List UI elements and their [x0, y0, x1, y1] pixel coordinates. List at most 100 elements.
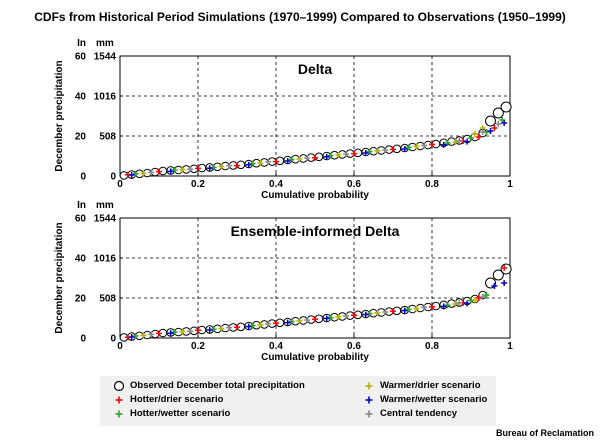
- scenario-point-hotter-wetter: [405, 144, 412, 151]
- y-tick-label-in: 20: [75, 294, 87, 305]
- scenario-point-warmer-drier: [335, 152, 342, 158]
- scenario-point-hotter-drier: [429, 141, 435, 148]
- y-tick-label-in: 20: [75, 132, 87, 143]
- scenario-point-central: [456, 137, 463, 144]
- scenario-point-warmer-drier: [179, 328, 186, 335]
- scenario-point-hotter-drier: [390, 146, 396, 153]
- scenario-point-warmer-drier: [374, 147, 381, 154]
- credit: Bureau of Reclamation: [495, 428, 594, 438]
- scenario-point-hotter-drier: [429, 303, 435, 310]
- y-unit-mm: mm: [96, 38, 114, 49]
- observed-point: [353, 148, 363, 158]
- legend-label: Hotter/wetter scenario: [130, 408, 231, 419]
- scenario-point-warmer-drier: [257, 321, 264, 328]
- legend-label: Warmer/wetter scenario: [380, 394, 488, 405]
- scenario-point-hotter-wetter: [405, 306, 412, 313]
- scenario-point-warmer-wetter: [284, 319, 291, 326]
- scenario-point-hotter-wetter: [444, 302, 451, 309]
- observed-point: [485, 115, 496, 127]
- scenario-point-central: [226, 162, 233, 169]
- scenario-point-hotter-drier: [156, 330, 162, 337]
- x-tick-label: 0: [117, 179, 123, 190]
- y-tick-label-mm: 1016: [94, 92, 117, 103]
- scenario-point-hotter-drier: [390, 308, 396, 315]
- observed-point: [492, 107, 504, 119]
- scenario-point-hotter-drier: [475, 295, 482, 301]
- scenario-point-warmer-wetter: [440, 303, 447, 310]
- scenario-point-hotter-wetter: [288, 156, 295, 163]
- scenario-point-warmer-wetter: [167, 168, 174, 175]
- scenario-point-central: [265, 320, 272, 327]
- y-axis-label: December precipitation: [54, 60, 65, 171]
- scenario-point-warmer-wetter: [464, 138, 471, 145]
- panel-title: Delta: [298, 61, 332, 77]
- scenario-point-warmer-drier: [257, 160, 264, 166]
- scenario-point-warmer-drier: [179, 166, 186, 173]
- scenario-point-central: [343, 151, 350, 157]
- scenario-point-central: [382, 147, 389, 153]
- x-tick-label: 0.2: [191, 179, 205, 190]
- scenario-point-warmer-wetter: [401, 146, 408, 152]
- x-tick-label: 0.4: [269, 179, 283, 190]
- scenario-point-central: [343, 313, 350, 319]
- x-tick-label: 0.6: [347, 179, 361, 190]
- scenario-point-hotter-wetter: [132, 333, 139, 339]
- scenario-point-central: [304, 155, 311, 161]
- scenario-point-warmer-drier: [413, 143, 420, 150]
- scenario-point-warmer-drier: [413, 305, 420, 312]
- observed-point: [314, 152, 324, 162]
- scenario-point-central: [148, 169, 155, 176]
- scenario-point-central: [421, 304, 428, 311]
- y-tick-label-in: 0: [80, 172, 86, 183]
- scenario-point-hotter-drier: [195, 327, 201, 334]
- scenario-point-hotter-wetter: [210, 326, 217, 333]
- scenario-point-hotter-drier: [501, 265, 508, 271]
- x-tick-label: 1: [507, 341, 513, 352]
- y-unit-in: In: [77, 38, 86, 49]
- scenario-point-warmer-wetter: [501, 280, 508, 286]
- scenario-point-warmer-wetter: [487, 128, 494, 134]
- scenario-point-hotter-drier: [234, 162, 240, 169]
- legend-label: Hotter/drier scenario: [130, 394, 224, 405]
- scenario-point-warmer-drier: [471, 297, 478, 303]
- scenario-point-warmer-wetter: [323, 153, 330, 160]
- scenario-point-hotter-drier: [351, 150, 357, 157]
- scenario-point-hotter-drier: [351, 312, 357, 319]
- y-tick-label-in: 60: [75, 214, 87, 225]
- scenario-point-warmer-drier: [374, 309, 381, 316]
- scenario-point-central: [382, 309, 389, 315]
- scenario-point-warmer-wetter: [284, 158, 291, 164]
- scenario-point-central: [226, 324, 233, 331]
- x-tick-label: 0: [117, 341, 123, 352]
- scenario-point-hotter-drier: [312, 154, 318, 161]
- scenario-point-hotter-wetter: [444, 140, 451, 146]
- scenario-point-hotter-wetter: [327, 152, 334, 159]
- scenario-point-hotter-wetter: [171, 167, 178, 173]
- y-tick-label-mm: 508: [99, 132, 116, 143]
- scenario-point-warmer-wetter: [501, 120, 508, 126]
- scenario-point-warmer-drier: [218, 163, 225, 170]
- observed-point: [236, 160, 246, 170]
- x-tick-label: 0.4: [269, 341, 283, 352]
- scenario-point-warmer-drier: [218, 325, 225, 332]
- scenario-point-central: [479, 129, 486, 135]
- observed-point: [500, 101, 512, 113]
- y-tick-label-mm: 1544: [94, 214, 117, 225]
- main-title: CDFs from Historical Period Simulations …: [34, 10, 566, 24]
- scenario-point-warmer-drier: [452, 301, 459, 307]
- legend: Observed December total precipitation Hot…: [100, 376, 496, 426]
- y-tick-label-in: 0: [80, 334, 86, 345]
- circle-marker-icon: [113, 380, 125, 392]
- scenario-point-hotter-wetter: [210, 164, 217, 171]
- scenario-point-warmer-wetter: [128, 172, 135, 178]
- scenario-point-hotter-drier: [156, 168, 162, 175]
- y-unit-in: In: [77, 200, 86, 211]
- scenario-point-hotter-drier: [273, 320, 279, 327]
- scenario-point-central: [265, 158, 272, 165]
- scenario-point-warmer-wetter: [323, 315, 330, 322]
- scenario-point-warmer-wetter: [128, 334, 135, 340]
- scenario-point-hotter-wetter: [288, 318, 295, 325]
- y-tick-label-mm: 0: [110, 334, 116, 345]
